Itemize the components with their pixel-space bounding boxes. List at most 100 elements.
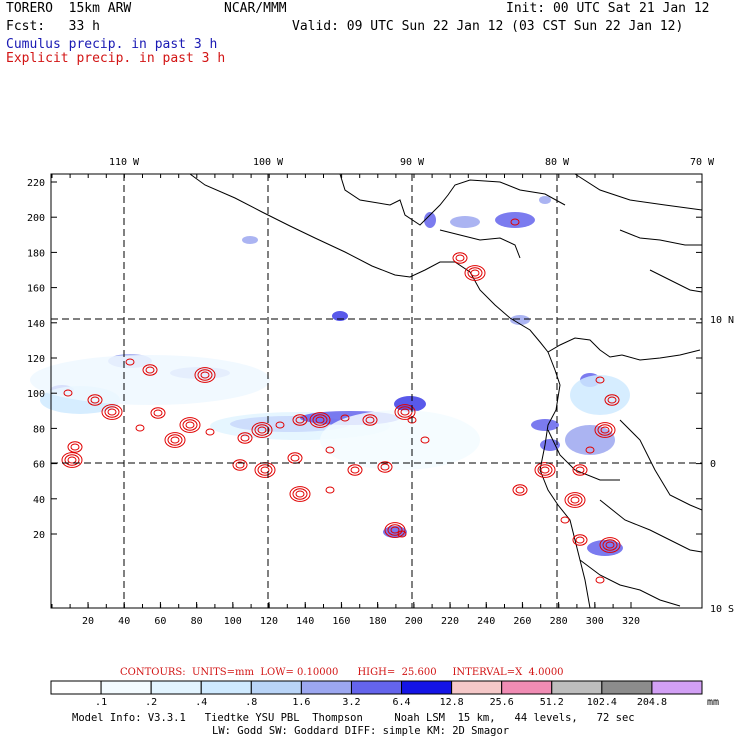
y-tick-label: 200 — [27, 213, 45, 224]
x-tick-label: 200 — [405, 616, 423, 627]
coastline-path — [599, 499, 703, 553]
coastline-path — [619, 419, 703, 511]
precip-contour — [292, 488, 308, 500]
precip-contour — [470, 269, 480, 277]
colorbar-swatch — [250, 680, 302, 695]
explicit-precip-contours — [61, 218, 621, 584]
colorbar-label: .2 — [145, 697, 157, 708]
organization-label: NCAR/MMM — [224, 1, 287, 16]
precip-contour — [420, 436, 430, 444]
y-tick-label: 40 — [33, 495, 45, 506]
colorbar-label: 1.6 — [292, 697, 310, 708]
coastline-path — [579, 559, 681, 607]
colorbar-label: 25.6 — [490, 697, 514, 708]
precip-contour — [232, 459, 248, 471]
coastline-path — [574, 173, 703, 211]
longitude-label: 110 W — [109, 157, 140, 168]
latitude-label: 0 — [710, 459, 716, 470]
x-tick-label: 280 — [550, 616, 568, 627]
precip-contour — [467, 267, 483, 279]
x-tick-label: 140 — [296, 616, 314, 627]
colorbar-swatch — [300, 680, 352, 695]
axis-ticks: 110 W 100 W 90 W 80 W 70 W 10 N 0 10 S 20 40 60 80 1… — [27, 157, 734, 627]
precip-contour — [604, 394, 620, 406]
precip-contour — [384, 522, 406, 538]
precip-contour — [567, 494, 583, 506]
precip-contour — [164, 432, 186, 448]
coastline-path — [439, 229, 521, 259]
precip-contour — [570, 496, 580, 504]
precip-contour — [512, 484, 528, 496]
colorbar-label: 51.2 — [540, 697, 564, 708]
precip-contour — [197, 369, 213, 381]
precip-contour — [295, 416, 305, 424]
x-tick-label: 100 — [224, 616, 242, 627]
y-tick-label: 120 — [27, 354, 45, 365]
legend-cumulus: Cumulus precip. in past 3 h — [6, 37, 218, 52]
precip-contour — [602, 539, 618, 551]
y-tick-label: 140 — [27, 319, 45, 330]
precip-contour — [150, 407, 166, 419]
precip-contour — [287, 452, 303, 464]
precip-area — [539, 196, 551, 204]
precip-contour — [350, 466, 360, 474]
longitude-label: 90 W — [400, 157, 425, 168]
colorbar-swatch — [551, 680, 603, 695]
x-tick-label: 20 — [82, 616, 94, 627]
precip-contour — [309, 412, 331, 428]
x-tick-label: 40 — [118, 616, 130, 627]
colorbar-swatch — [150, 680, 202, 695]
precip-contour — [594, 422, 616, 438]
x-tick-label: 80 — [191, 616, 203, 627]
latitude-label: 10 N — [710, 315, 734, 326]
precip-area — [495, 212, 535, 228]
model-title: TORERO 15km ARW — [6, 1, 132, 16]
precip-contour — [599, 537, 621, 553]
precip-contour — [560, 516, 570, 524]
precip-area — [531, 419, 559, 431]
precip-contour — [292, 414, 308, 426]
precip-contour — [572, 464, 588, 476]
colorbar-swatch — [100, 680, 152, 695]
precip-contour — [67, 441, 83, 453]
precip-contour — [400, 408, 410, 416]
precip-contour — [595, 576, 605, 584]
x-tick-label: 60 — [154, 616, 166, 627]
precip-contour — [135, 424, 145, 432]
precip-contour — [290, 454, 300, 462]
precip-contour — [257, 464, 273, 476]
precip-contour — [347, 464, 363, 476]
model-info-line2: LW: Godd SW: Goddard DIFF: simple KM: 2D… — [212, 725, 510, 737]
precip-contour — [170, 436, 180, 444]
latitude-label: 10 S — [710, 604, 734, 615]
precip-contour — [185, 421, 195, 429]
colorbar-swatch — [401, 680, 453, 695]
precip-contour — [254, 424, 270, 436]
x-tick-label: 240 — [477, 616, 495, 627]
precip-contour — [312, 414, 328, 426]
colorbar-label: .1 — [95, 697, 107, 708]
precip-contour — [64, 454, 80, 466]
x-tick-label: 160 — [332, 616, 350, 627]
coastline-path — [539, 351, 591, 609]
y-tick-label: 160 — [27, 284, 45, 295]
longitude-label: 100 W — [253, 157, 284, 168]
colorbar-unit: mm — [707, 697, 719, 708]
precip-contour — [380, 463, 390, 471]
colorbar-label: 102.4 — [587, 697, 617, 708]
y-tick-label: 220 — [27, 178, 45, 189]
precip-contour — [70, 443, 80, 451]
precip-contour — [240, 434, 250, 442]
precip-contour — [289, 486, 311, 502]
precip-area — [565, 425, 615, 455]
precip-contour — [101, 404, 123, 420]
precip-area — [320, 410, 480, 470]
precip-contour — [145, 366, 155, 374]
precip-contour — [63, 389, 73, 397]
contour-info: CONTOURS: UNITS=mm LOW= 0.10000 HIGH= 25… — [120, 667, 564, 678]
precip-contour — [67, 456, 77, 464]
precip-contour — [194, 367, 216, 383]
precip-contour — [595, 376, 605, 384]
precip-contour — [585, 446, 595, 454]
y-tick-label: 20 — [33, 530, 45, 541]
